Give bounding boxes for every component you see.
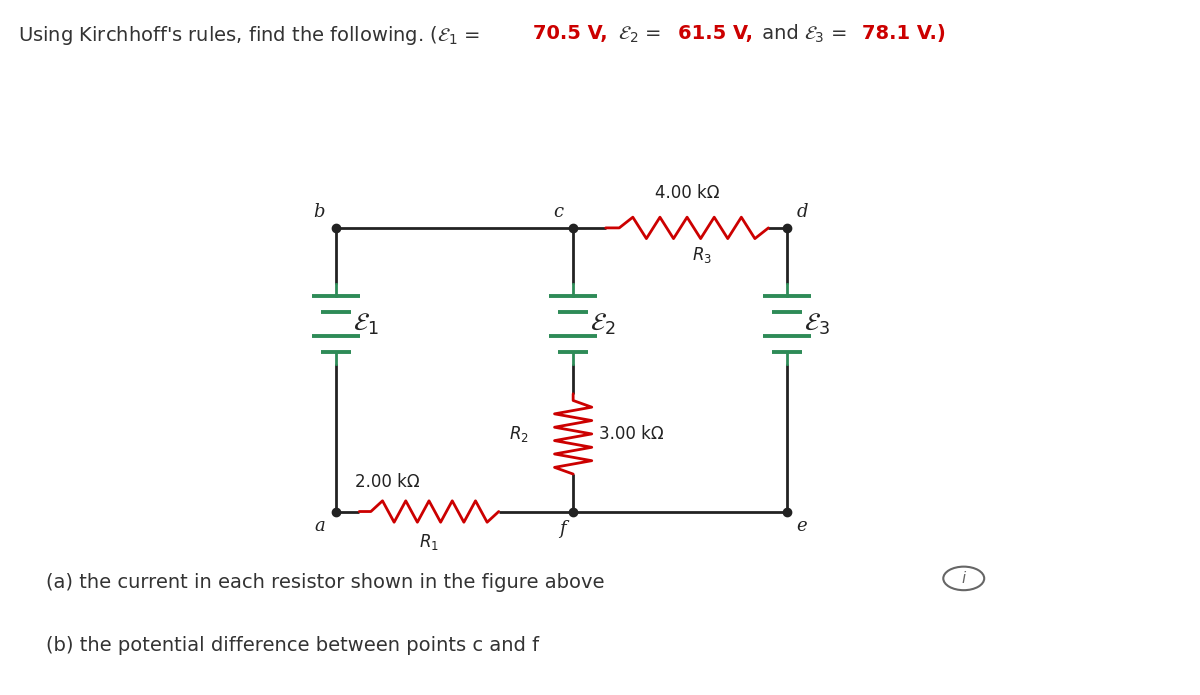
- Text: $\mathcal{E}_2$ =: $\mathcal{E}_2$ =: [612, 24, 662, 44]
- Text: i: i: [961, 571, 966, 586]
- Text: $R_2$: $R_2$: [509, 424, 528, 444]
- Text: and: and: [756, 24, 805, 43]
- Text: b: b: [313, 204, 325, 222]
- Text: (b) the potential difference between points c and f: (b) the potential difference between poi…: [46, 636, 539, 655]
- Text: Using Kirchhoff's rules, find the following. ($\mathcal{E}_1$ =: Using Kirchhoff's rules, find the follow…: [18, 24, 482, 47]
- Text: 3.00 kΩ: 3.00 kΩ: [599, 425, 664, 443]
- Text: 78.1 V.): 78.1 V.): [862, 24, 946, 43]
- Text: $\mathbf{\mathcal{E}}_3$: $\mathbf{\mathcal{E}}_3$: [804, 311, 829, 337]
- Text: e: e: [797, 517, 806, 535]
- Text: $\mathbf{\mathcal{E}}_1$: $\mathbf{\mathcal{E}}_1$: [353, 311, 378, 337]
- Text: (a) the current in each resistor shown in the figure above: (a) the current in each resistor shown i…: [46, 573, 604, 592]
- Text: f: f: [559, 520, 565, 537]
- Text: 61.5 V,: 61.5 V,: [678, 24, 754, 43]
- Text: $R_3$: $R_3$: [691, 245, 712, 265]
- Text: a: a: [314, 517, 325, 535]
- Text: c: c: [553, 204, 564, 222]
- Text: $\mathcal{E}_3$ =: $\mathcal{E}_3$ =: [804, 24, 848, 44]
- Text: $R_1$: $R_1$: [419, 532, 439, 552]
- Text: $\mathbf{\mathcal{E}}_2$: $\mathbf{\mathcal{E}}_2$: [590, 311, 616, 337]
- Text: d: d: [797, 204, 808, 222]
- Text: 4.00 kΩ: 4.00 kΩ: [655, 184, 719, 202]
- Text: 70.5 V,: 70.5 V,: [533, 24, 607, 43]
- Text: 2.00 kΩ: 2.00 kΩ: [355, 473, 420, 491]
